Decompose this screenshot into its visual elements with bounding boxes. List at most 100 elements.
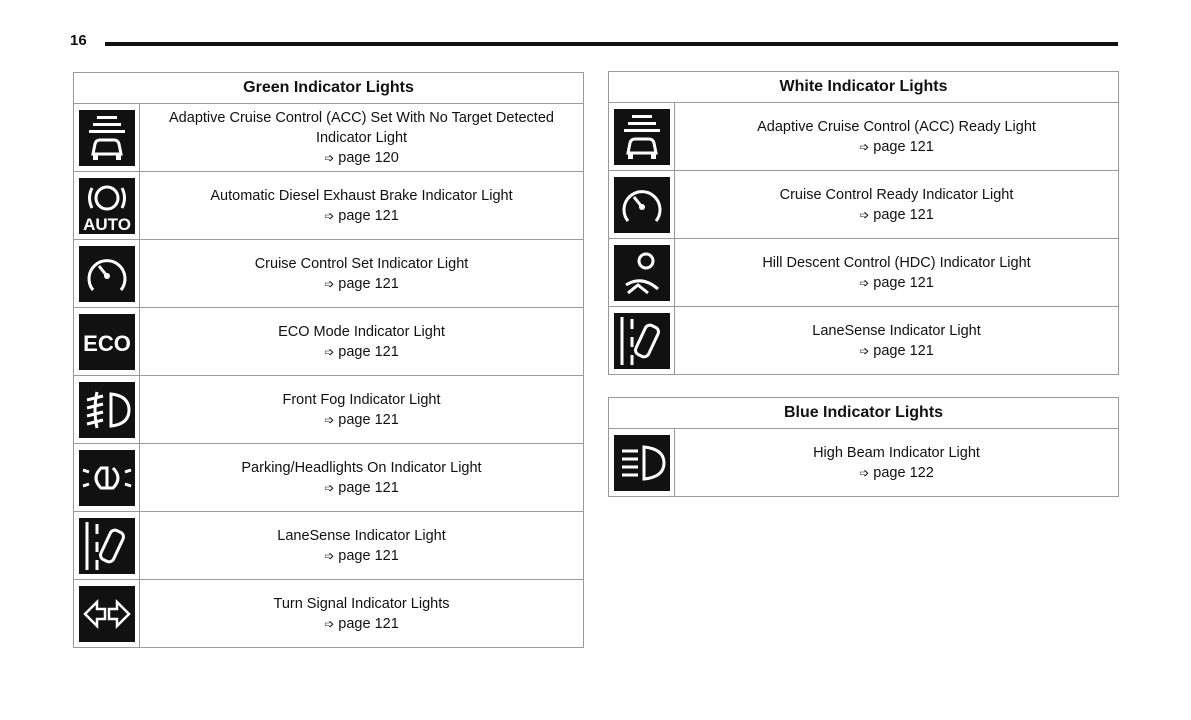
indicator-label: Hill Descent Control (HDC) Indicator Lig… (762, 254, 1031, 271)
page-reference[interactable]: ➩ page 121 (675, 205, 1118, 225)
page-link[interactable]: page 121 (873, 342, 934, 359)
indicator-label: Cruise Control Set Indicator Light (254, 255, 469, 272)
page-reference[interactable]: ➩ page 121 (675, 137, 1118, 157)
indicator-label: LaneSense Indicator Light (812, 322, 981, 339)
icon-cell (73, 375, 140, 444)
description-cell: Adaptive Cruise Control (ACC) Ready Ligh… (674, 102, 1119, 171)
parking-lights-icon (78, 449, 135, 506)
indicator-label: Parking/Headlights On Indicator Light (241, 459, 482, 476)
cruise-control-ready-icon (613, 176, 670, 233)
page-reference[interactable]: ➩ page 121 (675, 273, 1118, 293)
arrow-icon: ➩ (859, 343, 870, 358)
description-cell: Front Fog Indicator Light ➩ page 121 (139, 375, 584, 444)
high-beam-icon (613, 434, 670, 491)
description-cell: Cruise Control Set Indicator Light ➩ page… (139, 239, 584, 308)
indicator-row: Parking/Headlights On Indicator Light ➩ p… (73, 443, 584, 512)
indicator-label: Turn Signal Indicator Lights (273, 595, 450, 612)
description-cell: LaneSense Indicator Light ➩ page 121 (139, 511, 584, 580)
icon-cell (608, 306, 675, 375)
page-reference[interactable]: ➩ page 121 (140, 274, 583, 294)
arrow-icon: ➩ (324, 208, 335, 223)
page-link[interactable]: page 121 (338, 207, 399, 224)
arrow-icon: ➩ (324, 412, 335, 427)
indicator-row: LaneSense Indicator Light ➩ page 121 (73, 511, 584, 580)
description-cell: Turn Signal Indicator Lights ➩ page 121 (139, 579, 584, 648)
page-link[interactable]: page 121 (873, 206, 934, 223)
turn-signal-icon (78, 585, 135, 642)
table-title: Green Indicator Lights (73, 72, 584, 104)
indicator-row: Adaptive Cruise Control (ACC) Set With N… (73, 103, 584, 172)
page-reference[interactable]: ➩ page 121 (675, 341, 1118, 361)
icon-cell (608, 170, 675, 239)
page-link[interactable]: page 121 (338, 411, 399, 428)
indicator-row: ECO ECO Mode Indicator Light ➩ page 121 (73, 307, 584, 376)
arrow-icon: ➩ (324, 548, 335, 563)
icon-cell (73, 239, 140, 308)
eco-mode-icon: ECO (78, 313, 135, 370)
page-link[interactable]: page 121 (338, 615, 399, 632)
page-reference[interactable]: ➩ page 120 (140, 148, 583, 168)
table-title: White Indicator Lights (608, 71, 1119, 103)
indicator-label: Adaptive Cruise Control (ACC) Set With N… (169, 109, 554, 146)
acc-ready-icon (613, 108, 670, 165)
icon-cell (73, 443, 140, 512)
svg-text:AUTO: AUTO (83, 215, 131, 234)
page-link[interactable]: page 121 (873, 274, 934, 291)
indicator-label: ECO Mode Indicator Light (278, 323, 445, 340)
page-link[interactable]: page 121 (873, 138, 934, 155)
icon-cell (608, 102, 675, 171)
icon-cell: AUTO (73, 171, 140, 240)
page-link[interactable]: page 121 (338, 275, 399, 292)
icon-cell (73, 579, 140, 648)
cruise-control-set-icon (78, 245, 135, 302)
description-cell: ECO Mode Indicator Light ➩ page 121 (139, 307, 584, 376)
page-reference[interactable]: ➩ page 121 (140, 614, 583, 634)
page-link[interactable]: page 121 (338, 547, 399, 564)
icon-cell: ECO (73, 307, 140, 376)
table-title: Blue Indicator Lights (608, 397, 1119, 429)
white-indicator-table: White Indicator Lights Adaptive Cruise C… (608, 71, 1119, 375)
blue-indicator-table: Blue Indicator Lights High Beam Indicato… (608, 397, 1119, 497)
indicator-label: Front Fog Indicator Light (282, 391, 441, 408)
page-link[interactable]: page 121 (338, 479, 399, 496)
indicator-row: Adaptive Cruise Control (ACC) Ready Ligh… (608, 102, 1119, 171)
description-cell: High Beam Indicator Light ➩ page 122 (674, 428, 1119, 497)
page-reference[interactable]: ➩ page 122 (675, 463, 1118, 483)
page-link[interactable]: page 122 (873, 464, 934, 481)
indicator-row: Hill Descent Control (HDC) Indicator Lig… (608, 238, 1119, 307)
svg-text:ECO: ECO (83, 331, 131, 356)
indicator-label: High Beam Indicator Light (813, 444, 980, 461)
icon-cell (73, 103, 140, 172)
indicator-row: Cruise Control Set Indicator Light ➩ page… (73, 239, 584, 308)
description-cell: Hill Descent Control (HDC) Indicator Lig… (674, 238, 1119, 307)
arrow-icon: ➩ (324, 480, 335, 495)
front-fog-icon (78, 381, 135, 438)
indicator-row: AUTO Automatic Diesel Exhaust Brake Indi… (73, 171, 584, 240)
icon-cell (73, 511, 140, 580)
description-cell: Adaptive Cruise Control (ACC) Set With N… (139, 103, 584, 172)
hill-descent-icon (613, 244, 670, 301)
lanesense-icon (613, 312, 670, 369)
arrow-icon: ➩ (859, 139, 870, 154)
icon-cell (608, 238, 675, 307)
page-reference[interactable]: ➩ page 121 (140, 478, 583, 498)
indicator-label: Cruise Control Ready Indicator Light (779, 186, 1014, 203)
page-reference[interactable]: ➩ page 121 (140, 546, 583, 566)
indicator-row: Front Fog Indicator Light ➩ page 121 (73, 375, 584, 444)
arrow-icon: ➩ (324, 616, 335, 631)
indicator-label: Adaptive Cruise Control (ACC) Ready Ligh… (757, 118, 1036, 135)
header-rule (105, 42, 1118, 46)
lanesense-icon (78, 517, 135, 574)
acc-no-target-icon (78, 109, 135, 166)
description-cell: Cruise Control Ready Indicator Light ➩ pa… (674, 170, 1119, 239)
icon-cell (608, 428, 675, 497)
page-reference[interactable]: ➩ page 121 (140, 410, 583, 430)
description-cell: LaneSense Indicator Light ➩ page 121 (674, 306, 1119, 375)
indicator-label: LaneSense Indicator Light (277, 527, 446, 544)
page-link[interactable]: page 121 (338, 343, 399, 360)
page-reference[interactable]: ➩ page 121 (140, 342, 583, 362)
indicator-label: Automatic Diesel Exhaust Brake Indicator… (210, 187, 513, 204)
page-reference[interactable]: ➩ page 121 (140, 206, 583, 226)
page-link[interactable]: page 120 (338, 149, 399, 166)
